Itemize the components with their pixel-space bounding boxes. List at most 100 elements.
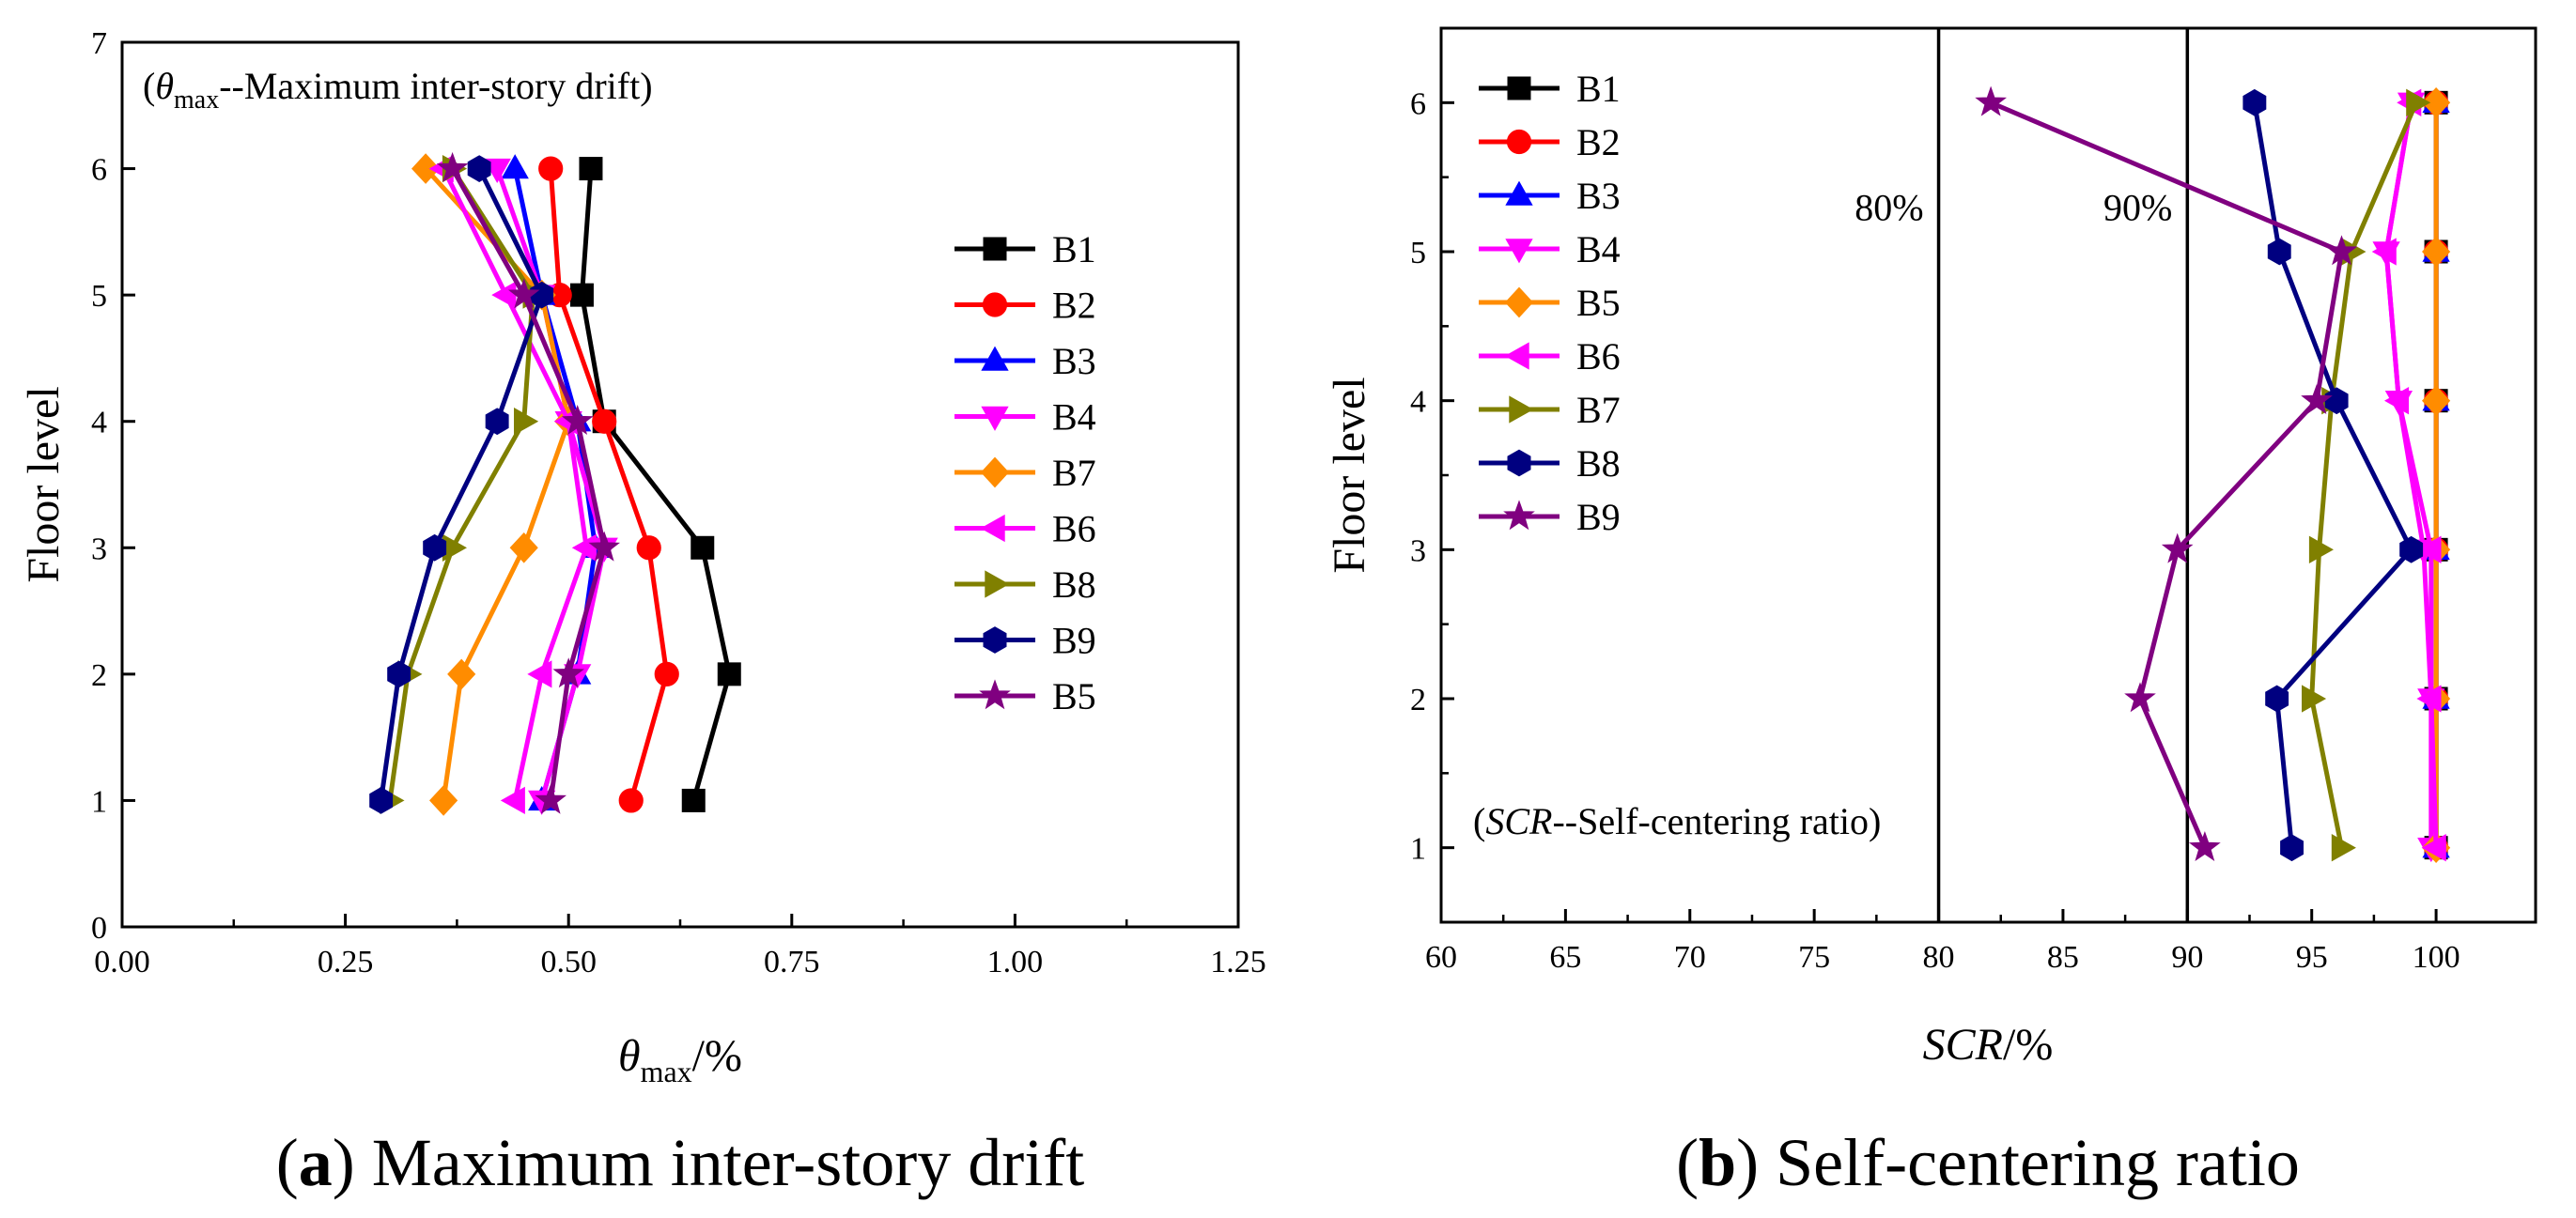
legend-label-B5: B5 [1576,282,1621,324]
panel-b-caption: (b) Self-centering ratio [1676,1125,2300,1200]
data-point-B5 [2422,86,2451,118]
data-point-B9 [423,533,447,562]
legend-label-B1: B1 [1052,228,1096,270]
legend-marker-B1 [983,237,1007,261]
legend-label-B2: B2 [1576,121,1621,163]
y-tick-label: 7 [91,26,107,61]
data-point-B5 [436,151,469,182]
data-point-B2 [618,788,644,813]
y-tick-label: 1 [91,784,107,819]
y-tick-label: 4 [91,406,107,440]
data-point-B6 [2383,387,2410,415]
x-tick-label: 60 [1425,940,1457,975]
panel-b-legend: B1 B2 B3 B4 B5 B6 B7 B8 B9 [1479,68,1621,538]
data-point-B1 [691,535,715,560]
y-tick-label: 1 [1410,832,1426,867]
y-tick-label: 5 [1410,236,1426,270]
legend-marker-B7 [980,456,1010,488]
data-point-B9 [2301,384,2333,414]
data-point-B7 [2406,88,2431,116]
legend-label-B9: B9 [1052,620,1096,662]
legend-marker-B7 [1509,395,1534,424]
data-point-B1 [717,662,741,686]
data-point-B6 [2416,535,2442,563]
legend-marker-B1 [1507,76,1531,100]
data-point-B9 [2161,532,2194,563]
data-point-B6 [2421,834,2446,862]
series-line-B7 [424,166,571,801]
y-tick-label: 5 [91,279,107,314]
data-point-B3 [501,154,529,179]
data-point-B9 [2124,682,2156,713]
legend-marker-B9 [1503,500,1535,531]
data-point-B8 [2267,238,2291,266]
x-tick-label: 100 [2413,940,2460,975]
data-point-B7 [2302,685,2327,713]
data-point-B5 [2422,236,2451,268]
y-tick-label: 6 [91,153,107,188]
panel-a-legend: B1 B2 B3 B4 B7 B6 B8 B9 B5 [954,228,1096,717]
legend-marker-B4 [1505,239,1533,264]
x-tick-label: 90 [2171,940,2203,975]
data-point-B8 [2280,834,2304,862]
reference-line-label-90: 90% [2103,187,2172,229]
x-tick-label: 0.50 [540,945,597,979]
legend-label-B4: B4 [1576,228,1621,270]
data-point-B6 [527,660,552,688]
data-point-B7 [429,785,458,816]
data-point-B8 [2242,88,2267,116]
x-tick-label: 95 [2296,940,2328,975]
data-point-B2 [538,156,564,181]
series-line-B4 [494,167,607,802]
panel-a-y-axis-title: Floor level [19,386,69,582]
legend-label-B6: B6 [1576,335,1621,378]
x-tick-label: 75 [1798,940,1830,975]
y-tick-label: 0 [91,911,107,946]
panel-a-caption: (a) Maximum inter-story drift [276,1125,1084,1200]
x-tick-label: 0.00 [94,945,150,979]
data-point-B2 [592,409,617,434]
y-tick-label: 6 [1410,86,1426,121]
legend-label-B5: B5 [1052,675,1096,717]
data-point-B5 [552,657,585,688]
legend-label-B8: B8 [1052,563,1096,606]
data-point-B5 [535,783,567,814]
data-point-B7 [509,532,538,563]
data-point-B7 [2308,535,2335,563]
data-point-B9 [485,408,509,436]
data-point-B8 [514,408,539,436]
y-tick-label: 2 [91,658,107,693]
series-line-B6 [2383,101,2439,848]
data-point-B9 [2188,831,2221,862]
data-point-B6 [2371,238,2397,266]
series-line-B1 [580,168,732,802]
legend-label-B7: B7 [1052,452,1096,494]
legend-label-B8: B8 [1576,442,1621,485]
data-point-B7 [2331,834,2356,862]
data-point-B5 [561,405,594,436]
panel-b-y-axis-title: Floor level [1325,377,1374,573]
legend-label-B3: B3 [1052,340,1096,382]
panel-a-annotation: (θmax--Maximum inter-story drift) [143,65,653,115]
data-point-B2 [636,535,661,561]
legend-marker-B3 [1505,180,1533,206]
series-line-B8 [2252,101,2414,848]
data-point-B9 [369,787,394,814]
legend-marker-B2 [1506,129,1532,155]
data-point-B8 [2265,685,2289,713]
data-point-B5 [507,278,540,309]
y-tick-label: 3 [91,532,107,566]
legend-label-B6: B6 [1052,508,1096,550]
series-line-B6 [441,167,589,801]
legend-marker-B8 [1507,449,1531,477]
y-tick-label: 3 [1410,533,1426,568]
x-tick-label: 65 [1549,940,1581,975]
y-tick-label: 2 [1410,683,1426,717]
legend-marker-B5 [1504,286,1534,318]
legend-marker-B5 [979,679,1011,710]
data-point-B9 [1975,85,2008,116]
series-line-B9 [1990,100,2344,849]
legend-marker-B6 [1504,342,1529,370]
legend-label-B9: B9 [1576,496,1621,538]
